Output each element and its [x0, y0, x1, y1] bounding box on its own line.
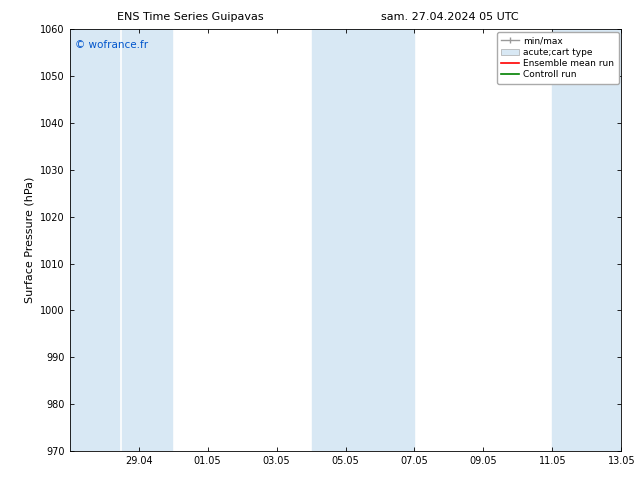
- Y-axis label: Surface Pressure (hPa): Surface Pressure (hPa): [25, 177, 35, 303]
- Bar: [313, 29, 365, 451]
- Bar: [365, 29, 415, 451]
- Bar: [70, 29, 119, 451]
- Bar: [552, 29, 602, 451]
- Bar: [602, 29, 621, 451]
- Text: sam. 27.04.2024 05 UTC: sam. 27.04.2024 05 UTC: [381, 12, 519, 22]
- Bar: [122, 29, 172, 451]
- Legend: min/max, acute;cart type, Ensemble mean run, Controll run: min/max, acute;cart type, Ensemble mean …: [497, 32, 619, 84]
- Text: © wofrance.fr: © wofrance.fr: [75, 40, 148, 50]
- Text: ENS Time Series Guipavas: ENS Time Series Guipavas: [117, 12, 264, 22]
